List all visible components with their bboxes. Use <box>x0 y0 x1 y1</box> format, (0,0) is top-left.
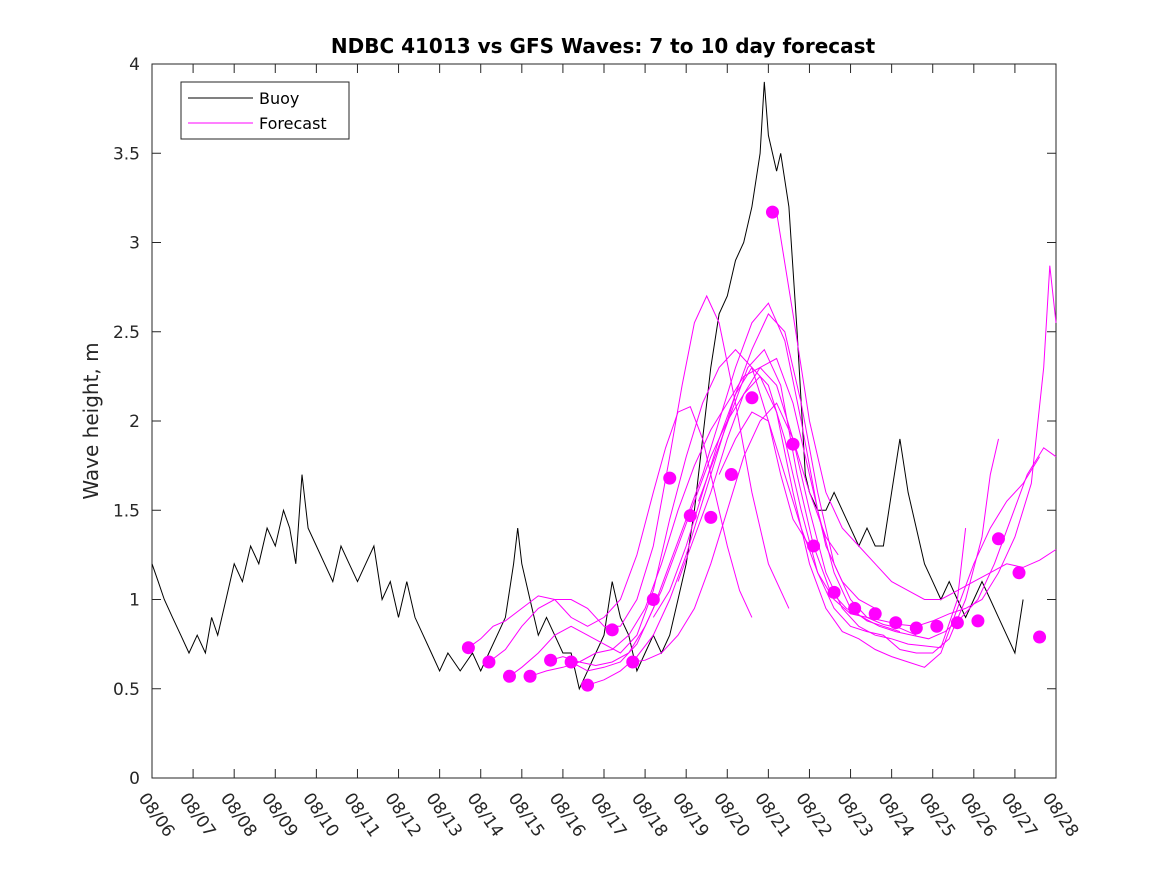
legend-label-buoy: Buoy <box>259 89 299 108</box>
forecast-marker <box>991 532 1005 546</box>
y-tick-label: 3.5 <box>113 144 140 164</box>
forecast-marker <box>663 471 677 485</box>
forecast-marker <box>605 623 619 637</box>
forecast-series-line <box>509 348 810 677</box>
legend-label-forecast: Forecast <box>259 114 327 133</box>
forecast-marker <box>683 509 697 523</box>
forecast-marker <box>544 653 558 667</box>
forecast-marker <box>807 539 821 553</box>
forecast-marker <box>745 391 759 405</box>
y-tick-label: 2 <box>129 412 140 432</box>
forecast-marker <box>868 607 882 621</box>
y-tick-label: 0.5 <box>113 680 140 700</box>
forecast-marker <box>786 437 800 451</box>
y-tick-label: 1 <box>129 591 140 611</box>
forecast-marker <box>626 655 640 669</box>
y-tick-label: 1.5 <box>113 501 140 521</box>
forecast-marker <box>889 616 903 630</box>
forecast-series-line <box>587 313 917 686</box>
forecast-marker <box>765 205 779 219</box>
buoy-series-line <box>151 81 1024 691</box>
y-tick-label: 4 <box>129 55 140 75</box>
forecast-series-line <box>632 402 967 663</box>
forecast-marker <box>523 669 537 683</box>
forecast-marker <box>1033 630 1047 644</box>
forecast-series-line <box>488 294 790 663</box>
forecast-marker <box>564 655 578 669</box>
forecast-series-line <box>698 348 1057 640</box>
y-tick-label: 2.5 <box>113 323 140 343</box>
forecast-marker <box>971 614 985 628</box>
forecast-marker <box>827 585 841 599</box>
forecast-marker <box>930 619 944 633</box>
y-tick-label: 0 <box>129 769 140 789</box>
forecast-series-line <box>677 375 1041 668</box>
forecast-series-line <box>529 366 839 677</box>
forecast-marker <box>1012 566 1026 580</box>
y-tick-label: 3 <box>129 234 140 254</box>
forecast-marker <box>724 468 738 482</box>
forecast-marker <box>461 641 475 655</box>
forecast-marker <box>704 510 718 524</box>
forecast-marker <box>950 616 964 630</box>
forecast-marker <box>502 669 516 683</box>
forecast-marker <box>848 601 862 615</box>
forecast-marker <box>909 621 923 635</box>
forecast-series-line <box>570 302 901 672</box>
forecast-series-line <box>776 212 1057 600</box>
y-axis-title: Wave height, m <box>79 342 103 499</box>
forecast-marker <box>482 655 496 669</box>
forecast-marker <box>581 678 595 692</box>
legend-box <box>180 81 350 140</box>
chart-title: NDBC 41013 vs GFS Waves: 7 to 10 day for… <box>331 34 876 58</box>
forecast-marker <box>646 593 660 606</box>
